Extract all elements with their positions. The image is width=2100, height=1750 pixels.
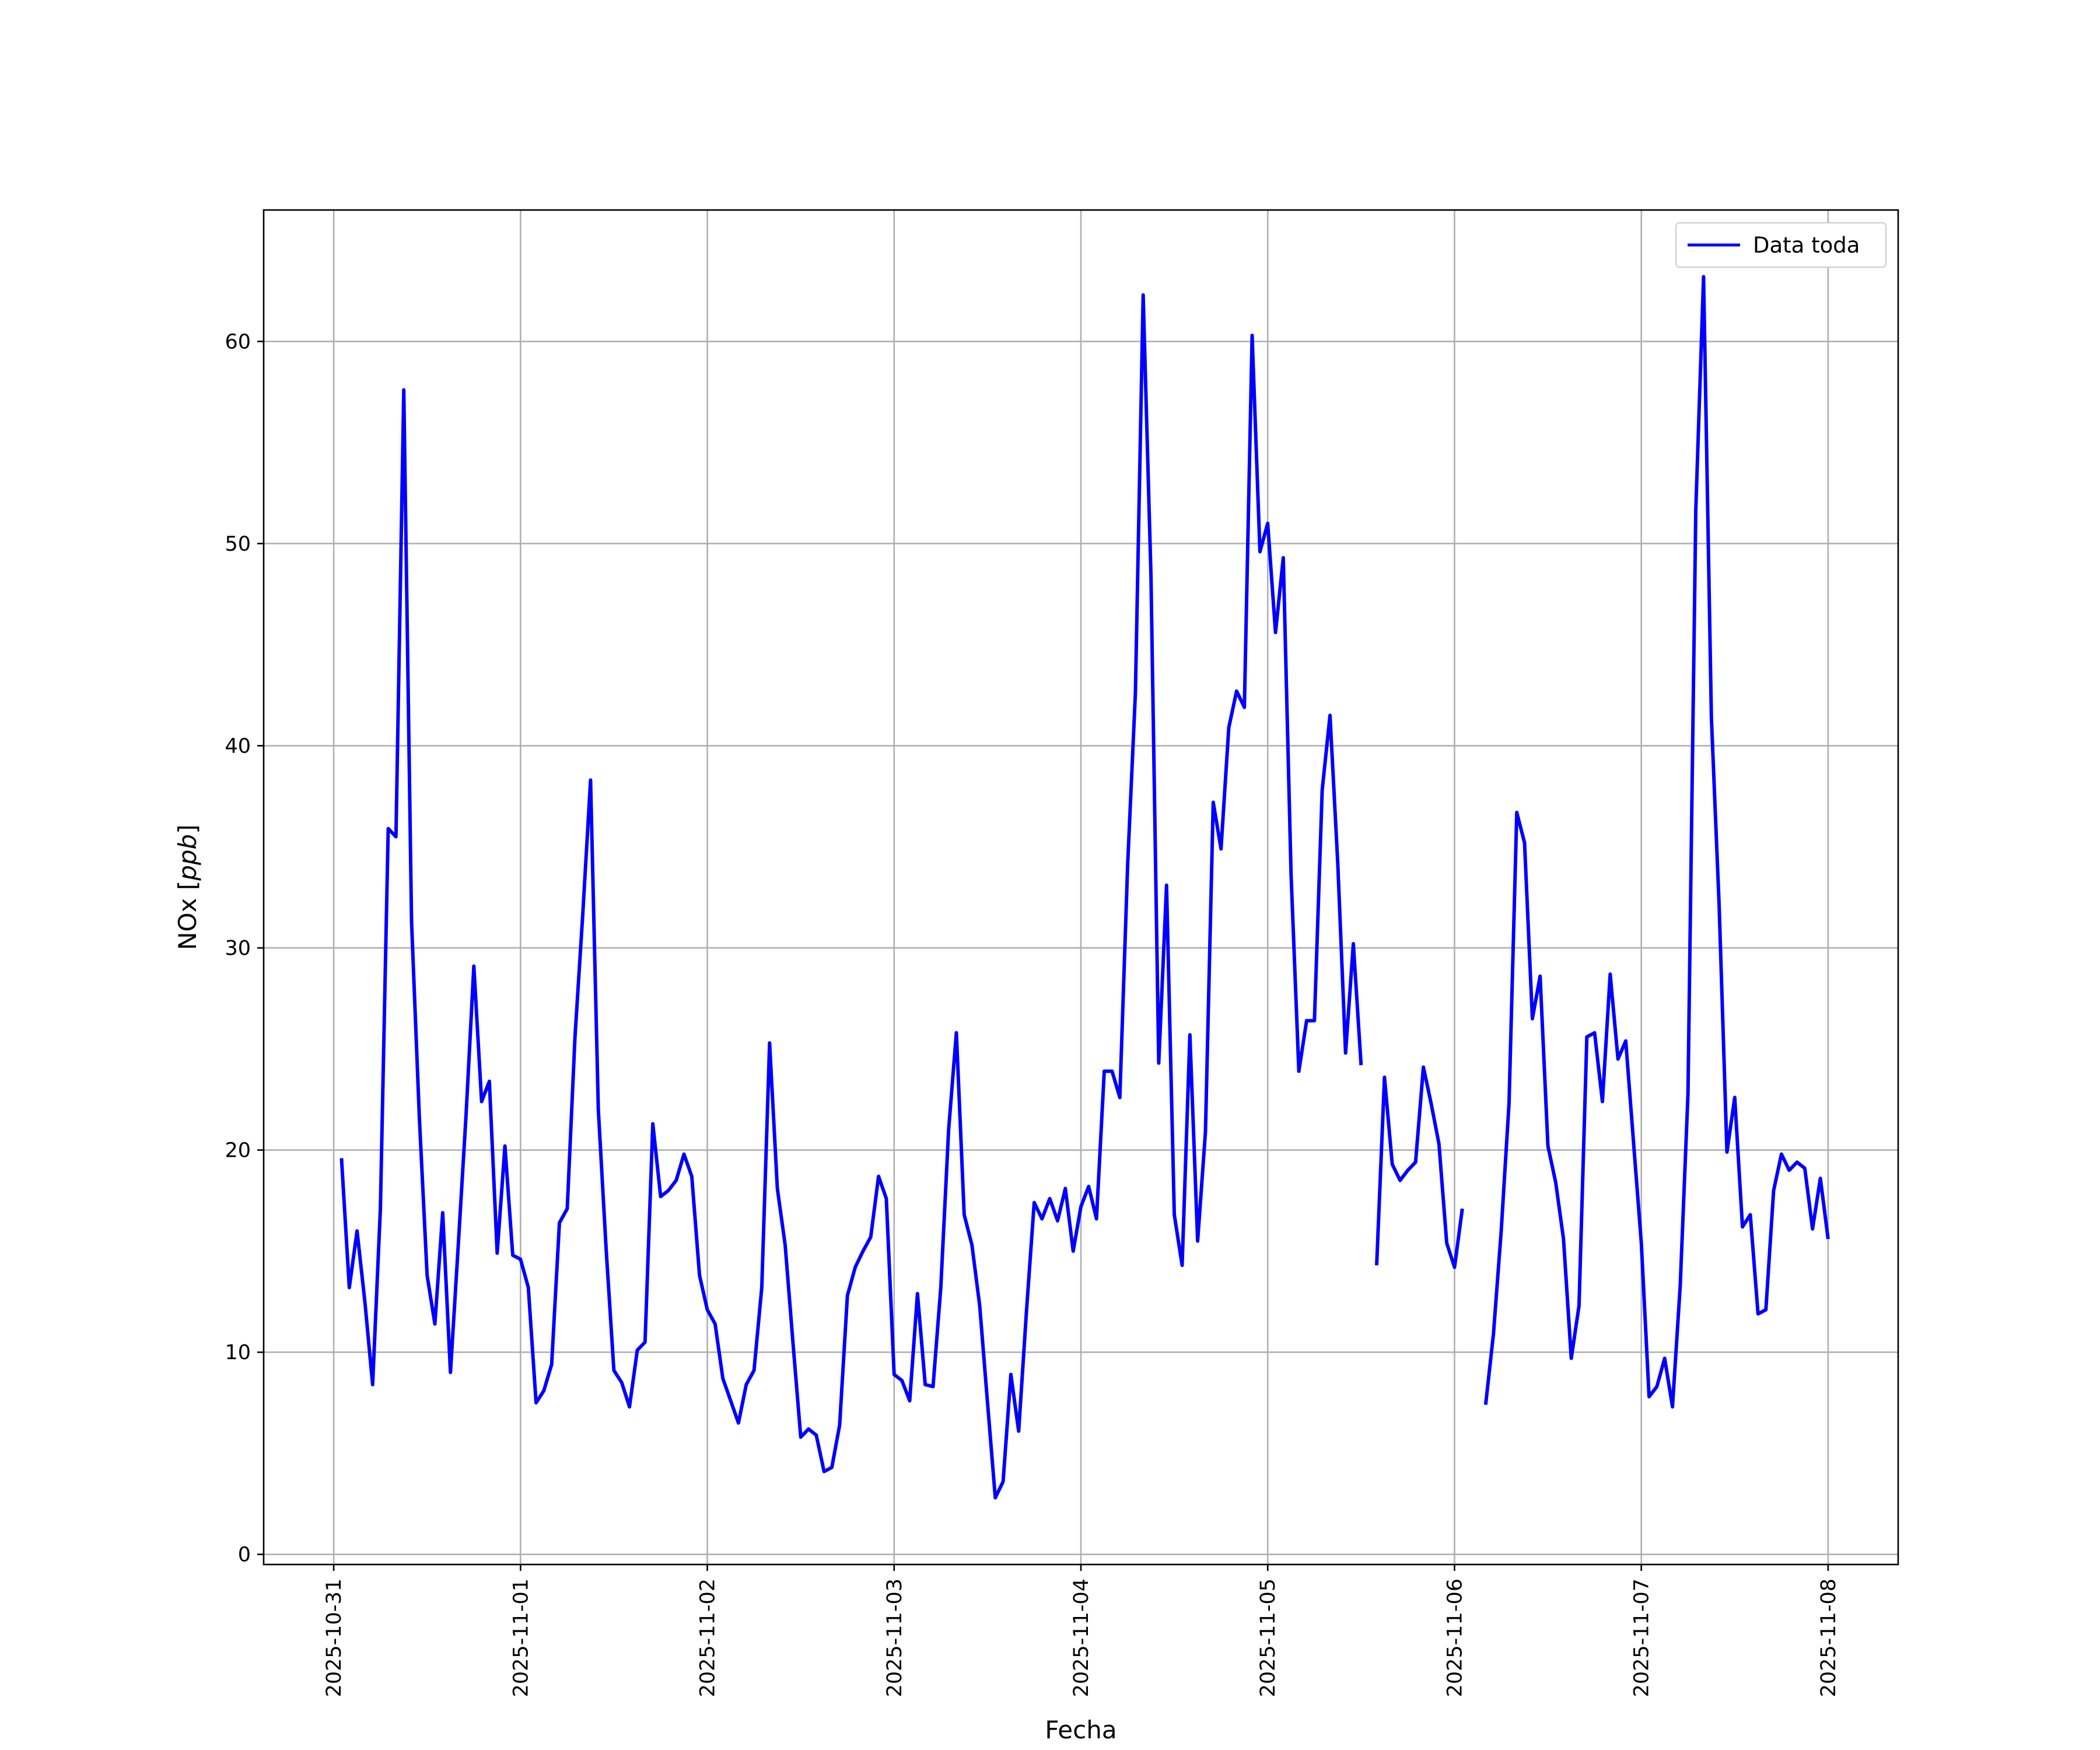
- y-axis-label-unit: ppb: [173, 834, 202, 881]
- legend: Data toda: [1675, 222, 1887, 268]
- y-tick-label-50: 50: [225, 533, 251, 556]
- y-tick-label-20: 20: [225, 1139, 251, 1163]
- x-tick-label-2025-10-31: 2025-10-31: [323, 1578, 346, 1697]
- y-axis-label-main: NOx: [173, 898, 202, 950]
- x-tick-label-2025-11-01: 2025-11-01: [509, 1578, 533, 1697]
- y-tick-label-60: 60: [225, 330, 251, 354]
- y-axis: 0 10 20 30 40 50 60: [225, 330, 264, 1567]
- y-tick-label-0: 0: [238, 1544, 251, 1567]
- x-axis-label: Fecha: [1045, 1716, 1116, 1744]
- x-tick-label-2025-11-05: 2025-11-05: [1256, 1578, 1280, 1697]
- series-line-0-segment-1: [340, 293, 1363, 1500]
- y-axis-label-bracket-open: [: [173, 881, 202, 898]
- y-axis-label: NOx [ppb]: [173, 824, 202, 950]
- x-tick-label-2025-11-07: 2025-11-07: [1630, 1578, 1654, 1697]
- series-line-0-segment-3: [1483, 275, 1830, 1409]
- y-tick-label-40: 40: [225, 734, 251, 758]
- x-tick-label-2025-11-06: 2025-11-06: [1443, 1578, 1466, 1697]
- y-axis-label-bracket-close: ]: [173, 824, 202, 834]
- x-tick-label-2025-11-02: 2025-11-02: [696, 1578, 720, 1697]
- x-tick-label-2025-11-03: 2025-11-03: [883, 1578, 907, 1697]
- series-line-0-segment-2: [1375, 1065, 1464, 1269]
- x-tick-label-2025-11-04: 2025-11-04: [1070, 1578, 1093, 1697]
- legend-box: [1675, 222, 1887, 268]
- x-tick-label-2025-11-08: 2025-11-08: [1817, 1578, 1840, 1697]
- legend-label-data-toda: Data toda: [1753, 233, 1860, 258]
- y-tick-label-10: 10: [225, 1341, 251, 1364]
- series-layer: [340, 275, 1830, 1500]
- y-tick-label-30: 30: [225, 937, 251, 960]
- x-axis: 2025-10-31 2025-11-01 2025-11-02 2025-11-03…: [323, 1564, 1840, 1697]
